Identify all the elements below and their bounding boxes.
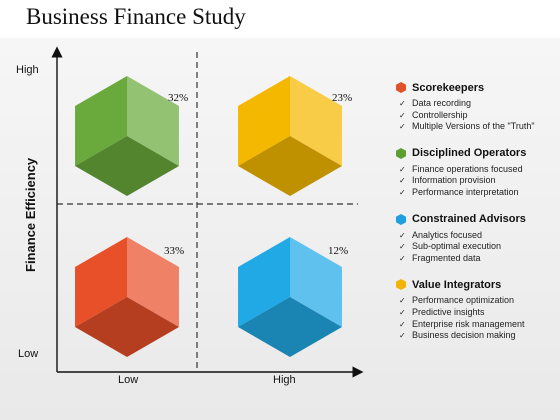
cube-bottom-face [75,136,179,196]
cube-bottom-face [75,297,179,357]
legend-item-label: Sub-optimal execution [412,241,502,252]
legend-item-list: ✓ Finance operations focused ✓ Information … [399,164,556,199]
checkmark-icon: ✓ [399,122,406,132]
page-title: Business Finance Study [26,4,246,29]
checkmark-icon: ✓ [399,230,406,240]
cube-top-right [238,76,342,196]
legend-group-label: Scorekeepers [412,81,485,94]
percent-label-top-right: 23% [332,92,352,104]
legend-group-title: Scorekeepers [396,80,556,95]
hexagon-icon [396,279,406,291]
legend-item-label: Controllership [412,109,468,120]
legend-item: ✓ Finance operations focused [399,164,556,176]
legend-item: ✓ Controllership [399,110,556,122]
legend-item-label: Fragmented data [412,252,481,263]
legend-group: Constrained Advisors ✓ Analytics focused ✓ S… [396,212,556,265]
legend-group-label: Constrained Advisors [412,213,526,226]
x-axis-low-label: Low [118,374,138,386]
legend-group: Value Integrators ✓ Performance optimizati… [396,277,556,341]
legend-group-title: Value Integrators [396,277,556,292]
legend-item-label: Performance optimization [412,295,515,306]
cube-left-face [75,237,127,327]
x-axis-high-label: High [273,374,296,386]
y-axis-high-label: High [16,64,39,76]
y-axis-title: Finance Efficiency [23,157,38,272]
legend-item-label: Analytics focused [412,229,483,240]
hexagon-icon [396,82,406,93]
legend-group-title: Constrained Advisors [396,212,556,227]
legend-item: ✓ Business decision making [399,330,556,342]
legend-item: ✓ Performance optimization [399,295,556,307]
cube-bottom-right [238,237,342,357]
legend-group-title: Disciplined Operators [396,146,556,161]
checkmark-icon: ✓ [399,253,406,263]
legend-group: Scorekeepers ✓ Data recording ✓ Controllersh… [396,80,556,133]
cube-left-face [238,237,290,327]
hexagon-icon [396,147,406,159]
cube-bottom-left [75,237,179,357]
legend-item-label: Information provision [412,175,496,186]
checkmark-icon: ✓ [399,187,406,197]
cube-top-left [75,76,179,196]
cube-right-face [127,237,179,327]
y-axis-low-label: Low [18,348,38,360]
checkmark-icon: ✓ [399,307,406,317]
cube-bottom-face [238,297,342,357]
legend-item-label: Business decision making [412,330,516,341]
checkmark-icon: ✓ [399,242,406,252]
legend-item-label: Data recording [412,98,472,108]
legend-item: ✓ Information provision [399,175,556,187]
legend-item: ✓ Fragmented data [399,253,556,265]
legend-item: ✓ Data recording [399,98,556,110]
legend-item: ✓ Multiple Versions of the "Truth" [399,121,556,133]
percent-label-bottom-right: 12% [328,245,348,257]
percent-label-bottom-left: 33% [164,245,184,257]
legend: Scorekeepers ✓ Data recording ✓ Controllersh… [396,80,556,355]
cube-left-face [75,76,127,166]
legend-item: ✓ Predictive insights [399,307,556,319]
cube-right-face [127,76,179,166]
checkmark-icon: ✓ [399,164,406,174]
percent-label-top-left: 32% [168,92,188,104]
legend-item-label: Multiple Versions of the "Truth" [412,121,535,132]
cube-group [75,76,342,357]
legend-item-list: ✓ Performance optimization ✓ Predictive ins… [399,295,556,341]
legend-group-label: Value Integrators [412,278,502,291]
legend-item-label: Enterprise risk management [412,318,525,329]
cube-right-face [290,76,342,166]
cube-bottom-face [238,136,342,196]
hexagon-icon [396,213,406,225]
legend-item-label: Predictive insights [412,306,485,317]
checkmark-icon: ✓ [399,99,406,108]
checkmark-icon: ✓ [399,319,406,329]
checkmark-icon: ✓ [399,176,406,186]
legend-item: ✓ Sub-optimal execution [399,241,556,253]
legend-item: ✓ Analytics focused [399,230,556,242]
checkmark-icon: ✓ [399,296,406,306]
legend-item-label: Finance operations focused [412,163,523,174]
legend-item-list: ✓ Analytics focused ✓ Sub-optimal execution… [399,230,556,265]
legend-group: Disciplined Operators ✓ Finance operations… [396,146,556,199]
legend-item-list: ✓ Data recording ✓ Controllership ✓ Multiple … [399,98,556,133]
legend-item: ✓ Enterprise risk management [399,319,556,331]
title-bar: Business Finance Study [0,0,560,38]
cube-right-face [290,237,342,327]
cube-left-face [238,76,290,166]
legend-group-label: Disciplined Operators [412,147,527,160]
checkmark-icon: ✓ [399,331,406,341]
legend-item: ✓ Performance interpretation [399,187,556,199]
checkmark-icon: ✓ [399,110,406,120]
legend-item-label: Performance interpretation [412,186,519,197]
